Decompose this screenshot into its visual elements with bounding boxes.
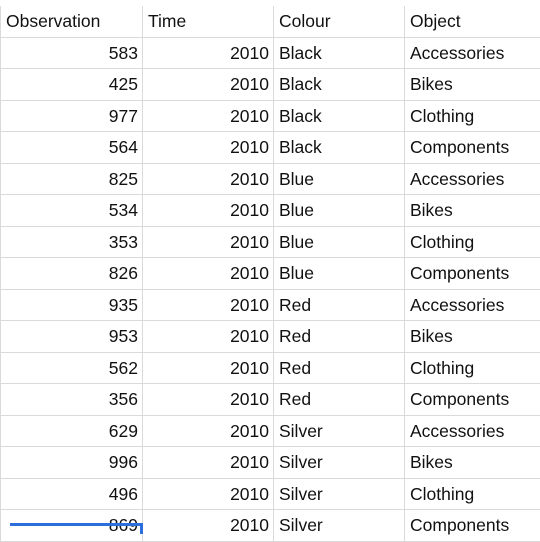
cell-object[interactable]: Components	[405, 510, 540, 542]
cell-time[interactable]: 2010	[143, 447, 274, 479]
cell-time[interactable]: 2010	[143, 132, 274, 164]
cell-observation[interactable]: 562	[1, 352, 143, 384]
cell-observation[interactable]: 629	[1, 415, 143, 447]
header-cell-time[interactable]: Time	[143, 6, 274, 37]
cell-object[interactable]: Accessories	[405, 163, 540, 195]
cell-colour[interactable]: Black	[274, 37, 405, 69]
cell-object[interactable]: Clothing	[405, 100, 540, 132]
cell-observation[interactable]: 977	[1, 100, 143, 132]
header-row: Observation Time Colour Object	[1, 6, 540, 37]
cell-object[interactable]: Components	[405, 384, 540, 416]
header-cell-colour[interactable]: Colour	[274, 6, 405, 37]
header-cell-object[interactable]: Object	[405, 6, 540, 37]
cell-object[interactable]: Accessories	[405, 37, 540, 69]
cell-time[interactable]: 2010	[143, 289, 274, 321]
fill-handle[interactable]	[140, 523, 143, 534]
cell-time[interactable]: 2010	[143, 510, 274, 542]
cell-time[interactable]: 2010	[143, 100, 274, 132]
header-cell-observation[interactable]: Observation	[1, 6, 143, 37]
cell-colour[interactable]: Blue	[274, 226, 405, 258]
cell-colour[interactable]: Black	[274, 132, 405, 164]
cell-colour[interactable]: Black	[274, 69, 405, 101]
cell-observation[interactable]: 953	[1, 321, 143, 353]
cell-object[interactable]: Bikes	[405, 321, 540, 353]
cell-observation[interactable]: 825	[1, 163, 143, 195]
cell-time[interactable]: 2010	[143, 69, 274, 101]
cell-object[interactable]: Components	[405, 258, 540, 290]
cell-object[interactable]: Bikes	[405, 195, 540, 227]
cell-observation[interactable]: 826	[1, 258, 143, 290]
cell-time[interactable]: 2010	[143, 37, 274, 69]
cell-colour[interactable]: Red	[274, 321, 405, 353]
cell-colour[interactable]: Silver	[274, 510, 405, 542]
cell-object[interactable]: Accessories	[405, 415, 540, 447]
cell-colour[interactable]: Red	[274, 384, 405, 416]
cell-colour[interactable]: Silver	[274, 478, 405, 510]
cell-time[interactable]: 2010	[143, 352, 274, 384]
cell-object[interactable]: Components	[405, 132, 540, 164]
cell-observation[interactable]: 356	[1, 384, 143, 416]
cell-object[interactable]: Clothing	[405, 352, 540, 384]
cell-time[interactable]: 2010	[143, 321, 274, 353]
active-cell-border	[10, 523, 142, 526]
cell-object[interactable]: Bikes	[405, 69, 540, 101]
cell-time[interactable]: 2010	[143, 258, 274, 290]
cell-observation[interactable]: 425	[1, 69, 143, 101]
cell-colour[interactable]: Silver	[274, 415, 405, 447]
cell-time[interactable]: 2010	[143, 226, 274, 258]
cell-object[interactable]: Accessories	[405, 289, 540, 321]
cell-time[interactable]: 2010	[143, 384, 274, 416]
cell-observation[interactable]: 583	[1, 37, 143, 69]
cell-colour[interactable]: Blue	[274, 163, 405, 195]
cell-time[interactable]: 2010	[143, 163, 274, 195]
cell-time[interactable]: 2010	[143, 478, 274, 510]
cell-time[interactable]: 2010	[143, 415, 274, 447]
cell-observation[interactable]: 353	[1, 226, 143, 258]
cell-observation[interactable]: 534	[1, 195, 143, 227]
cell-observation[interactable]: 496	[1, 478, 143, 510]
cell-observation[interactable]: 935	[1, 289, 143, 321]
cell-colour[interactable]: Red	[274, 289, 405, 321]
cell-colour[interactable]: Black	[274, 100, 405, 132]
cell-object[interactable]: Bikes	[405, 447, 540, 479]
cell-colour[interactable]: Red	[274, 352, 405, 384]
cell-observation[interactable]: 564	[1, 132, 143, 164]
cell-colour[interactable]: Blue	[274, 195, 405, 227]
cell-colour[interactable]: Blue	[274, 258, 405, 290]
cell-colour[interactable]: Silver	[274, 447, 405, 479]
cell-object[interactable]: Clothing	[405, 478, 540, 510]
cell-observation[interactable]: 996	[1, 447, 143, 479]
cell-time[interactable]: 2010	[143, 195, 274, 227]
cell-object[interactable]: Clothing	[405, 226, 540, 258]
